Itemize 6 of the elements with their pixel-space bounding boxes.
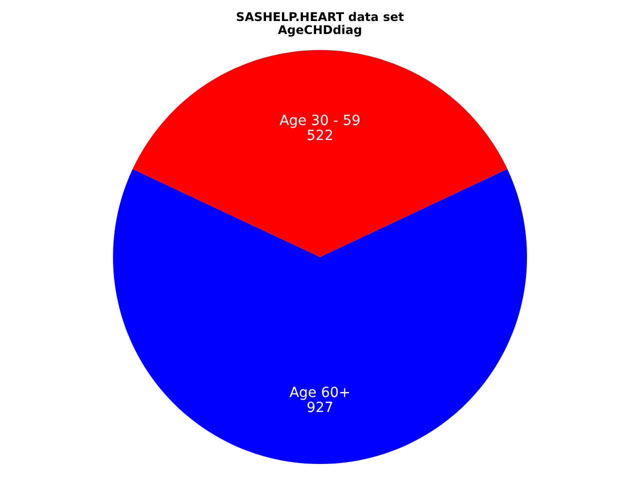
chart-title: SASHELP.HEART data set — [236, 10, 404, 24]
chart-subtitle: AgeCHDdiag — [278, 23, 362, 37]
data-label: 522 — [306, 128, 334, 144]
slice-label: Age 60+ — [289, 385, 351, 401]
slice-label: Age 30 - 59 — [279, 113, 361, 129]
data-label: 927 — [306, 400, 334, 416]
